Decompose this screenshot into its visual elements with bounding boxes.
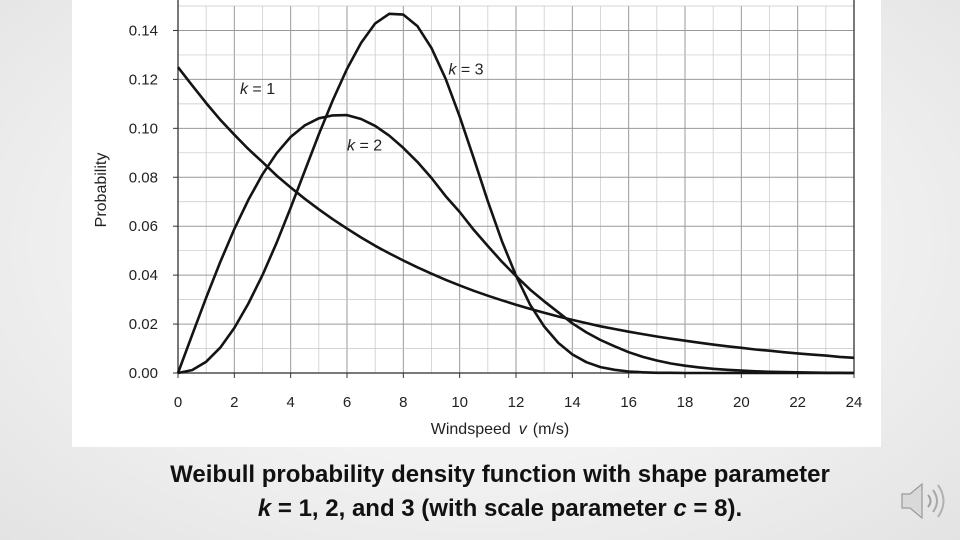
series-lines	[176, 12, 855, 375]
x-tick-label: 22	[789, 394, 806, 411]
y-tick-label: 0.00	[129, 365, 158, 382]
series-label-value: = 2	[355, 137, 382, 154]
axes-frame	[173, 0, 855, 378]
caption-end-text: = 8).	[686, 495, 743, 522]
speaker-icon[interactable]	[896, 476, 950, 526]
series-label-symbol: k	[448, 62, 457, 79]
series-label-k1: k = 1	[240, 81, 275, 98]
y-tick-label: 0.14	[129, 22, 158, 39]
caption-mid-text: = 1, 2, and 3 (with scale parameter	[271, 495, 674, 522]
series-label-value: = 1	[248, 81, 275, 98]
caption-line-1: Weibull probability density function wit…	[170, 461, 830, 488]
x-axis-title: Windspeed v (m/s)	[431, 421, 569, 438]
series-line-k1	[176, 66, 855, 360]
x-tick-label: 8	[399, 394, 407, 411]
series-label-k2: k = 2	[347, 137, 382, 154]
x-tick-label: 4	[286, 394, 294, 411]
x-tick-label: 12	[508, 394, 525, 411]
series-label-symbol: k	[347, 137, 356, 154]
series-labels: k = 1k = 2k = 3	[240, 62, 484, 155]
y-tick-label: 0.12	[129, 71, 158, 88]
x-tick-label: 16	[620, 394, 637, 411]
chart-svg: 0 2 4 6 8 10 12 14 16 18 20 22 240.000.020.040.060.0…	[93, 0, 863, 438]
x-tick-label: 2	[230, 394, 238, 411]
x-tick-label: 18	[677, 394, 694, 411]
x-axis-title-text: Windspeed	[431, 421, 511, 438]
series-label-k3: k = 3	[448, 62, 483, 79]
caption-c-symbol: c	[673, 495, 687, 522]
x-tick-label: 24	[846, 394, 863, 411]
y-tick-label: 0.10	[129, 120, 158, 137]
y-tick-label: 0.06	[129, 218, 158, 235]
y-tick-label: 0.08	[129, 169, 158, 186]
x-tick-label: 14	[564, 394, 581, 411]
grid-lines	[177, 5, 855, 374]
x-tick-label: 10	[451, 394, 468, 411]
y-tick-label: 0.04	[129, 267, 158, 284]
figure-caption: Weibull probability density function wit…	[80, 458, 920, 526]
x-tick-label: 20	[733, 394, 750, 411]
series-label-symbol: k	[240, 81, 249, 98]
series-line-k3	[177, 12, 854, 375]
tick-labels: 0 2 4 6 8 10 12 14 16 18 20 22 240.000.020.040.060.0…	[129, 22, 863, 411]
series-label-value: = 3	[456, 62, 483, 79]
x-axis-title-var: v	[519, 421, 528, 438]
chart-figure: 0 2 4 6 8 10 12 14 16 18 20 22 24 0.00 0.02 0.04 0.06 0.0…	[72, 0, 881, 447]
x-tick-label: 6	[343, 394, 351, 411]
x-tick-label: 0	[174, 394, 182, 411]
y-axis-title: Probability	[93, 153, 110, 228]
x-axis-title-unit: (m/s)	[533, 421, 569, 438]
caption-k-symbol: k	[257, 495, 272, 522]
caption-line-2: k = 1, 2, and 3 (with scale parameter c …	[80, 492, 920, 526]
y-tick-label: 0.02	[129, 316, 158, 333]
